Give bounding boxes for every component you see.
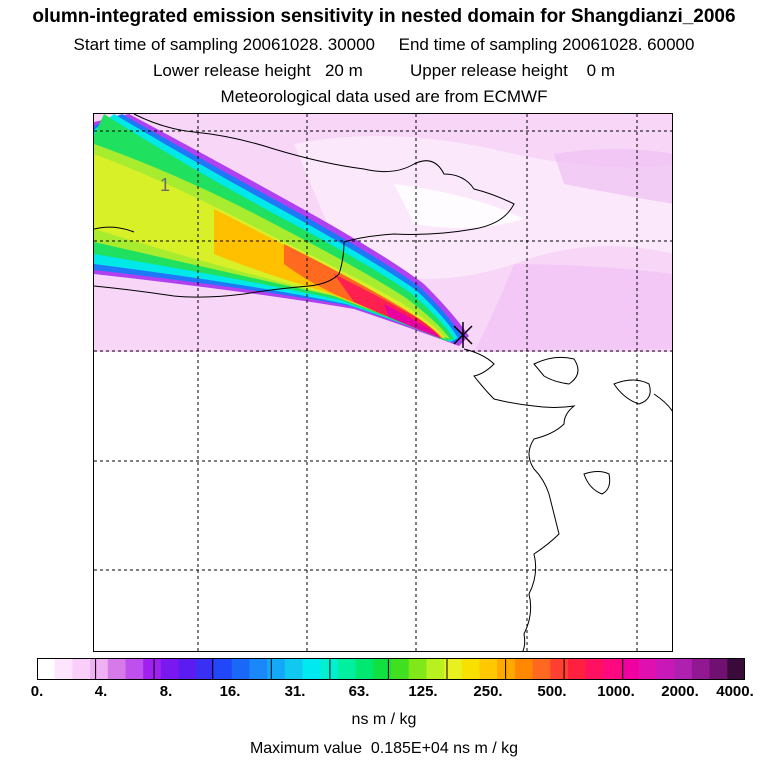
colorbar-cell xyxy=(603,658,622,680)
colorbar-cell xyxy=(426,658,445,680)
colorbar-cell xyxy=(249,658,268,680)
figure-title: olumn-integrated emission sensitivity in… xyxy=(32,6,736,27)
colorbar-cell xyxy=(709,658,728,680)
colorbar-cell xyxy=(585,658,604,680)
colorbar-cell xyxy=(214,658,233,680)
colorbar-tick-label: 8. xyxy=(159,683,173,700)
colorbar-cell xyxy=(320,658,339,680)
colorbar-cell xyxy=(568,658,587,680)
colorbar xyxy=(37,658,745,680)
colorbar-cell xyxy=(178,658,197,680)
colorbar-tick-label: 250. xyxy=(473,683,503,700)
colorbar-cell xyxy=(638,658,657,680)
colorbar-cell xyxy=(160,658,180,680)
meteo-source: Meteorological data used are from ECMWF xyxy=(220,87,548,106)
colorbar-tick-label: 125. xyxy=(408,683,438,700)
colorbar-tick-label: 4. xyxy=(94,683,108,700)
colorbar-cell xyxy=(373,658,392,680)
colorbar-tick-lines xyxy=(95,658,624,680)
sampling-times: Start time of sampling 20061028. 30000 E… xyxy=(73,35,695,54)
colorbar-cell xyxy=(674,658,693,680)
colorbar-cell xyxy=(444,658,463,680)
colorbar-cell xyxy=(231,658,250,680)
coastlines xyxy=(94,114,672,651)
colorbar-tick-label: 1000. xyxy=(597,683,635,700)
colorbar-tick-label: 31. xyxy=(284,683,306,700)
no-data-region xyxy=(94,352,672,651)
release-site-cross-icon xyxy=(453,322,473,348)
colorbar-cell xyxy=(37,658,56,680)
colorbar-cell xyxy=(196,658,215,680)
colorbar-tick-label: 16. xyxy=(219,683,241,700)
colorbar-cell xyxy=(107,658,126,680)
colorbar-tick-label: 63. xyxy=(348,683,370,700)
colorbar-cell xyxy=(532,658,551,680)
colorbar-cell xyxy=(143,658,162,680)
colorbar-cell xyxy=(408,658,427,680)
colorbar-tick-label: 4000. xyxy=(716,683,754,700)
colorbar-cell xyxy=(691,658,711,680)
colorbar-cell xyxy=(54,658,73,680)
graticule xyxy=(94,114,672,651)
colorbar-cell xyxy=(391,658,410,680)
colorbar-cell xyxy=(355,658,374,680)
colorbar-tick-label: 0. xyxy=(30,683,44,700)
contour-label: 1 xyxy=(160,175,170,195)
colorbar-tick-label: 500. xyxy=(537,683,567,700)
colorbar-cell xyxy=(727,658,745,680)
colorbar-cell xyxy=(461,658,480,680)
colorbar-cell xyxy=(267,658,286,680)
release-heights: Lower release height 20 m Upper release … xyxy=(152,61,616,80)
colorbar-cell xyxy=(497,658,516,680)
emission-sensitivity-map: 1 xyxy=(93,113,673,652)
sensitivity-plume xyxy=(94,114,469,346)
colorbar-cell xyxy=(302,658,321,680)
colorbar-cell xyxy=(514,658,534,680)
colorbar-cell xyxy=(656,658,675,680)
maximum-value: Maximum value 0.185E+04 ns m / kg xyxy=(249,740,519,757)
colorbar-cell xyxy=(479,658,498,680)
colorbar-tick-label: 2000. xyxy=(661,683,699,700)
colorbar-cell xyxy=(550,658,569,680)
map-canvas: 1 xyxy=(94,114,672,651)
colorbar-units: ns m / kg xyxy=(351,711,417,728)
colorbar-cell xyxy=(72,658,91,680)
colorbar-cell xyxy=(284,658,303,680)
colorbar-cell xyxy=(621,658,640,680)
colorbar-cell xyxy=(90,658,109,680)
colorbar-cell xyxy=(337,658,357,680)
colorbar-cells xyxy=(37,658,745,680)
colorbar-cell xyxy=(125,658,144,680)
